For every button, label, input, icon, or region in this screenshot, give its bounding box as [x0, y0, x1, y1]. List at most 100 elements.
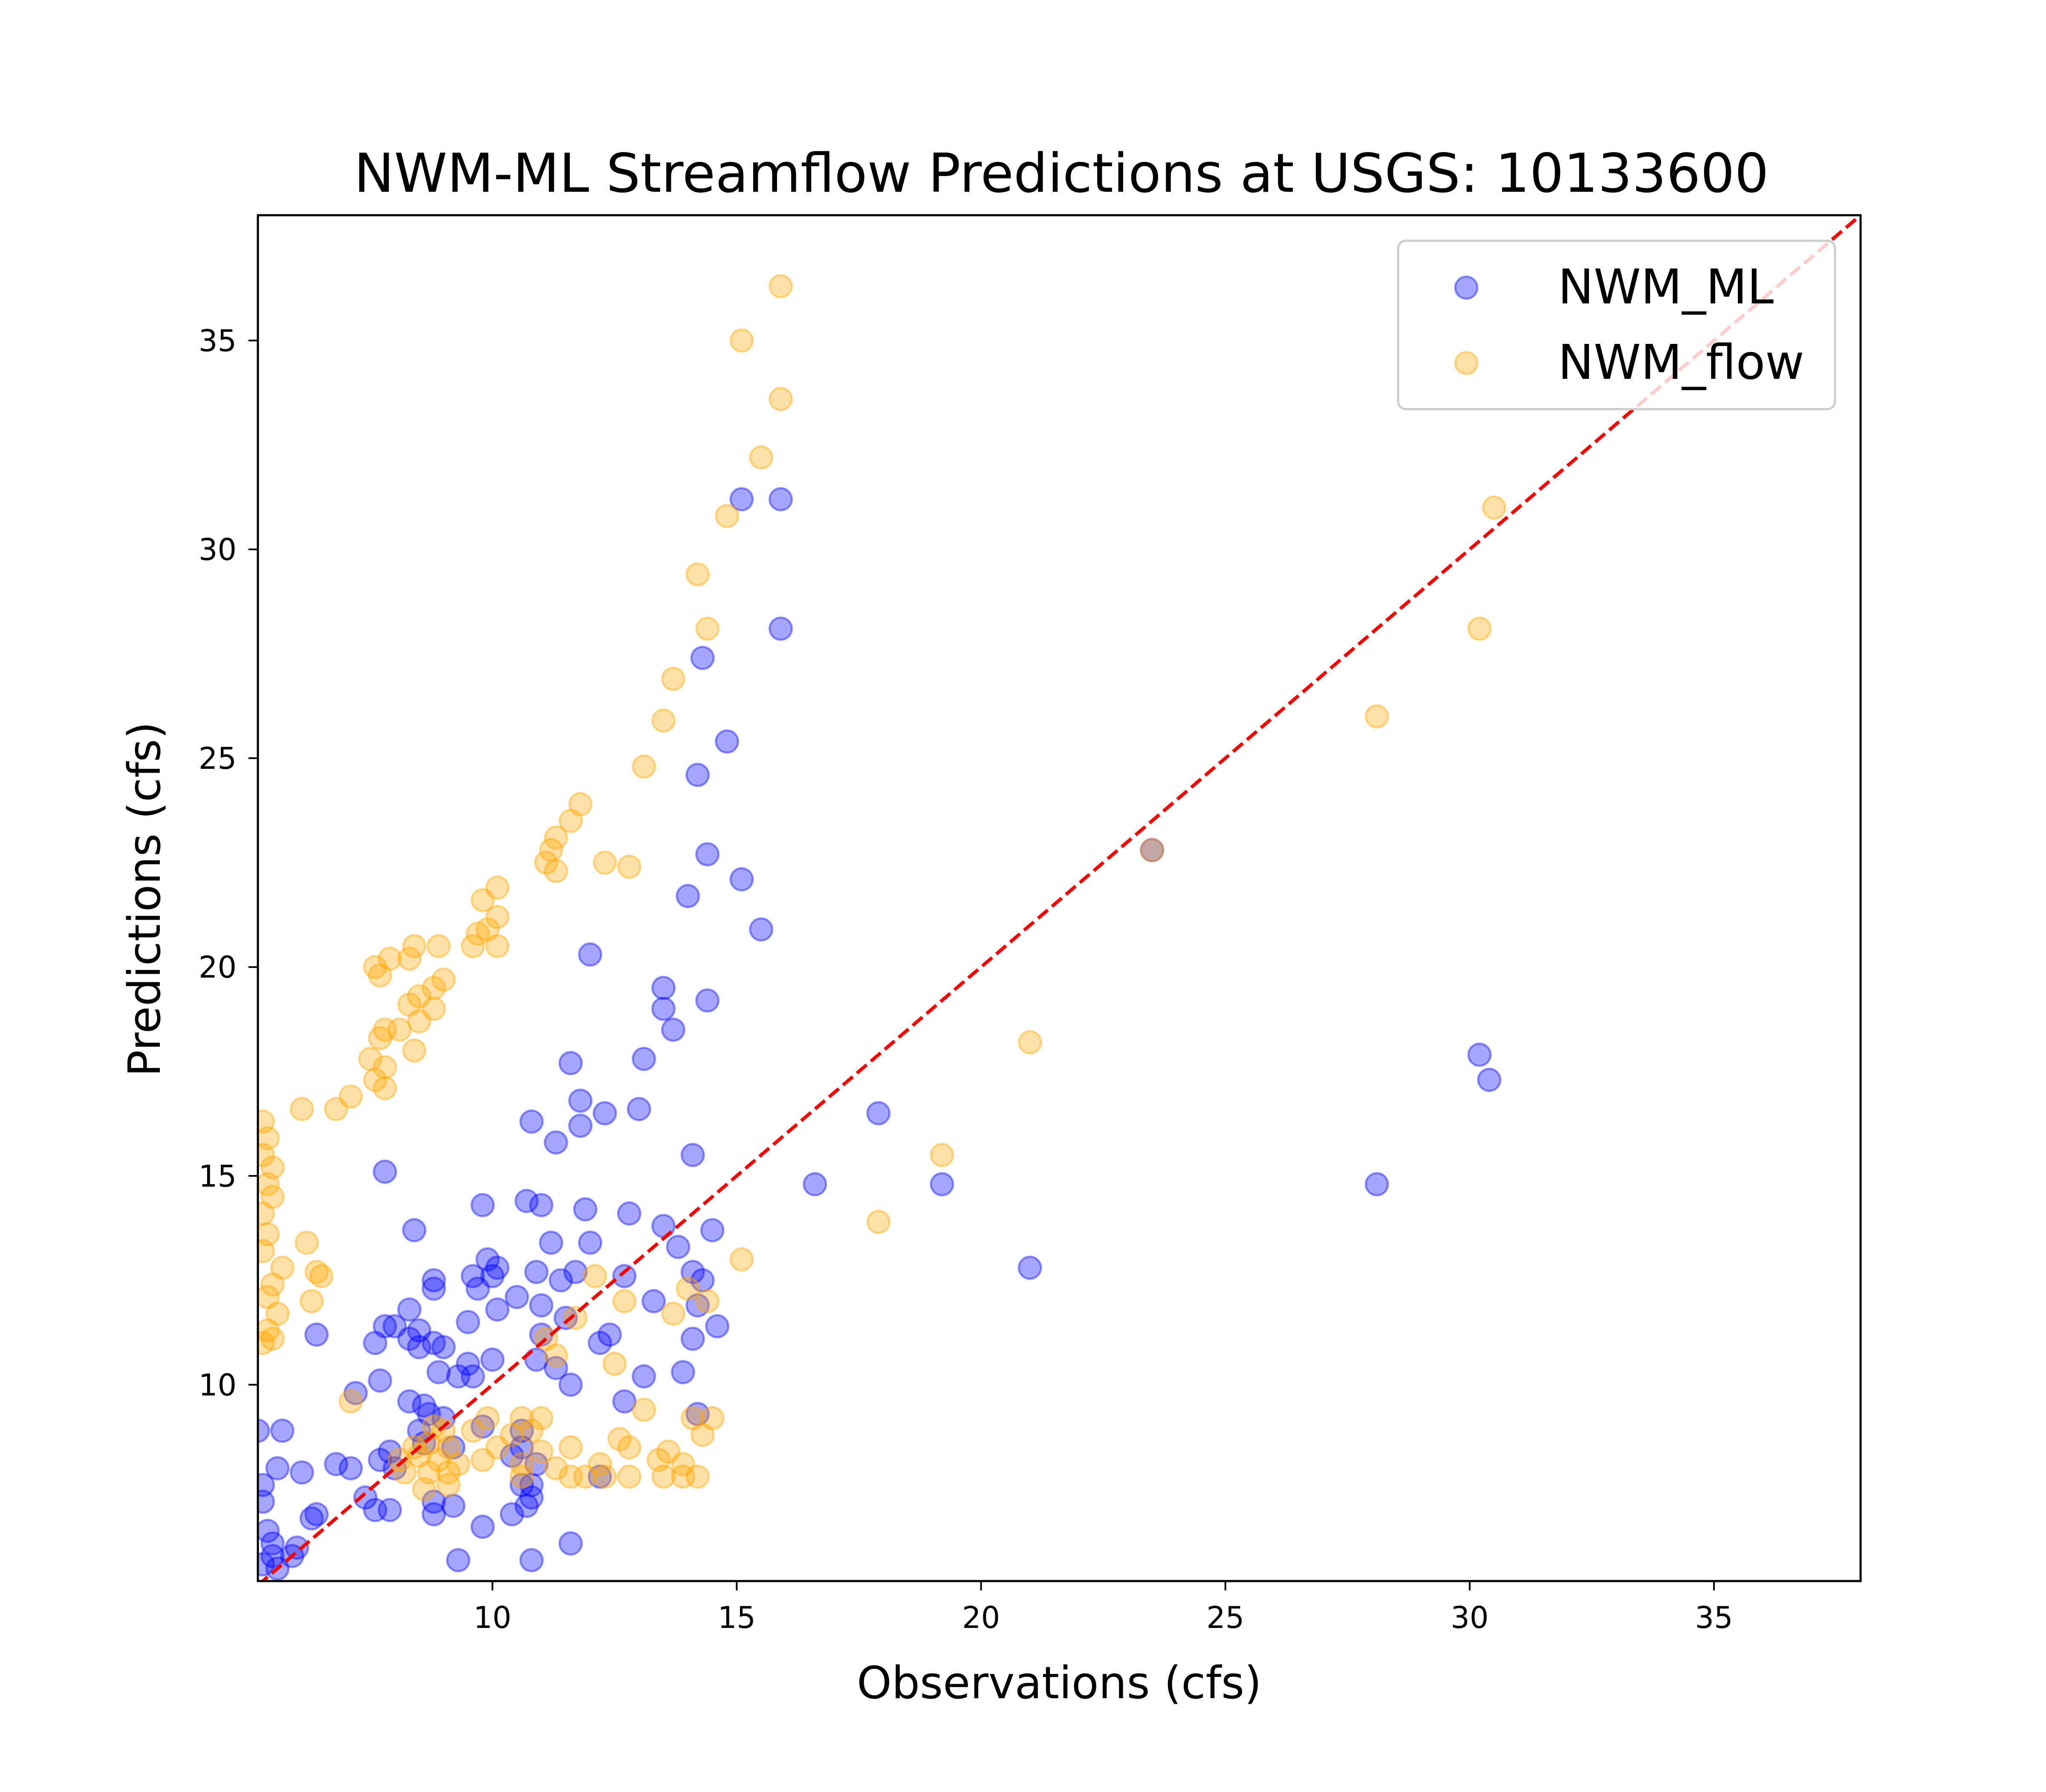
data-point	[558, 1435, 583, 1460]
data-point	[258, 1172, 280, 1197]
data-point	[505, 1285, 529, 1309]
data-point	[519, 1548, 544, 1573]
data-point	[617, 854, 642, 879]
y-tick-label: 30	[199, 532, 237, 567]
data-point	[749, 917, 774, 942]
data-point	[416, 1431, 441, 1456]
data-point	[378, 1439, 402, 1464]
data-point	[534, 850, 558, 875]
legend: NWM_ML NWM_flow	[1397, 240, 1836, 410]
data-point	[543, 1343, 568, 1368]
data-point	[485, 905, 510, 929]
data-point	[258, 1126, 280, 1151]
data-point	[695, 1289, 720, 1313]
data-point	[563, 1306, 588, 1330]
data-point	[407, 1418, 431, 1443]
data-point	[680, 1143, 705, 1167]
data-point	[258, 1552, 275, 1577]
data-point	[651, 975, 676, 1000]
data-point	[373, 1314, 397, 1339]
data-point	[407, 1318, 431, 1343]
data-point	[402, 934, 427, 958]
chart-title: NWM-ML Streamflow Predictions at USGS: 1…	[354, 142, 1769, 205]
y-tick-label: 35	[199, 323, 237, 358]
data-point	[460, 1364, 485, 1389]
data-point	[358, 1047, 383, 1071]
data-point	[270, 1418, 295, 1443]
x-tick-label: 25	[1206, 1600, 1244, 1635]
data-point	[426, 1448, 451, 1472]
data-point	[651, 708, 676, 733]
series-nwm-ml	[258, 487, 1502, 1581]
data-point	[1364, 704, 1389, 729]
data-point	[324, 1097, 348, 1121]
data-point	[592, 1464, 617, 1489]
data-point	[539, 838, 564, 863]
data-point	[866, 1101, 891, 1125]
x-tick-label: 30	[1451, 1600, 1488, 1635]
data-point	[543, 1356, 568, 1380]
data-point	[524, 1260, 549, 1284]
data-point	[509, 1435, 534, 1460]
data-point	[299, 1506, 324, 1531]
data-point	[485, 934, 510, 958]
data-point	[258, 1109, 275, 1134]
data-point	[436, 1435, 461, 1460]
y-tick-label: 25	[199, 741, 237, 776]
data-point	[436, 1473, 461, 1498]
data-point	[670, 1360, 695, 1385]
data-point	[568, 792, 593, 817]
legend-marker-nwm-ml	[1454, 275, 1479, 300]
data-point	[412, 1477, 436, 1501]
data-point	[519, 1485, 544, 1510]
data-point	[368, 1448, 393, 1472]
data-point	[558, 1531, 583, 1556]
data-point	[592, 1101, 617, 1125]
data-point	[690, 646, 715, 670]
data-point	[258, 1489, 275, 1514]
data-point	[500, 1502, 524, 1527]
data-point	[529, 1406, 554, 1431]
data-point	[715, 729, 739, 754]
data-point	[431, 967, 456, 992]
data-point	[258, 1418, 270, 1443]
data-point	[456, 1351, 480, 1376]
data-point	[685, 1402, 710, 1426]
data-point	[431, 1335, 456, 1359]
data-point	[661, 1017, 685, 1042]
data-point	[260, 1327, 285, 1351]
data-point	[460, 1264, 485, 1288]
data-point	[260, 1184, 285, 1209]
data-point	[509, 1418, 534, 1443]
data-point	[529, 1293, 554, 1318]
data-point	[373, 1055, 397, 1079]
data-point	[460, 1418, 485, 1443]
data-point	[617, 1201, 642, 1226]
marks-layer	[258, 215, 1861, 1581]
data-point	[353, 1485, 378, 1510]
data-point	[651, 996, 676, 1021]
data-point	[642, 1289, 666, 1313]
data-point	[402, 1038, 427, 1063]
data-point	[539, 1230, 564, 1255]
data-point	[587, 1330, 612, 1355]
data-point	[597, 1322, 622, 1347]
x-tick-label: 35	[1695, 1600, 1733, 1635]
data-point	[412, 1393, 436, 1418]
data-point	[485, 1435, 510, 1460]
data-point	[592, 850, 617, 875]
data-point	[258, 1239, 275, 1264]
data-point	[543, 859, 568, 883]
data-point	[729, 328, 754, 353]
data-point	[465, 1276, 490, 1301]
data-point	[514, 1189, 539, 1213]
data-point	[289, 1097, 314, 1121]
data-point	[695, 842, 720, 867]
data-point	[338, 1084, 363, 1109]
data-point	[475, 917, 500, 942]
data-point	[930, 1143, 954, 1167]
data-point	[549, 1268, 573, 1293]
x-tick-label: 10	[474, 1600, 512, 1635]
data-point	[558, 1464, 583, 1489]
